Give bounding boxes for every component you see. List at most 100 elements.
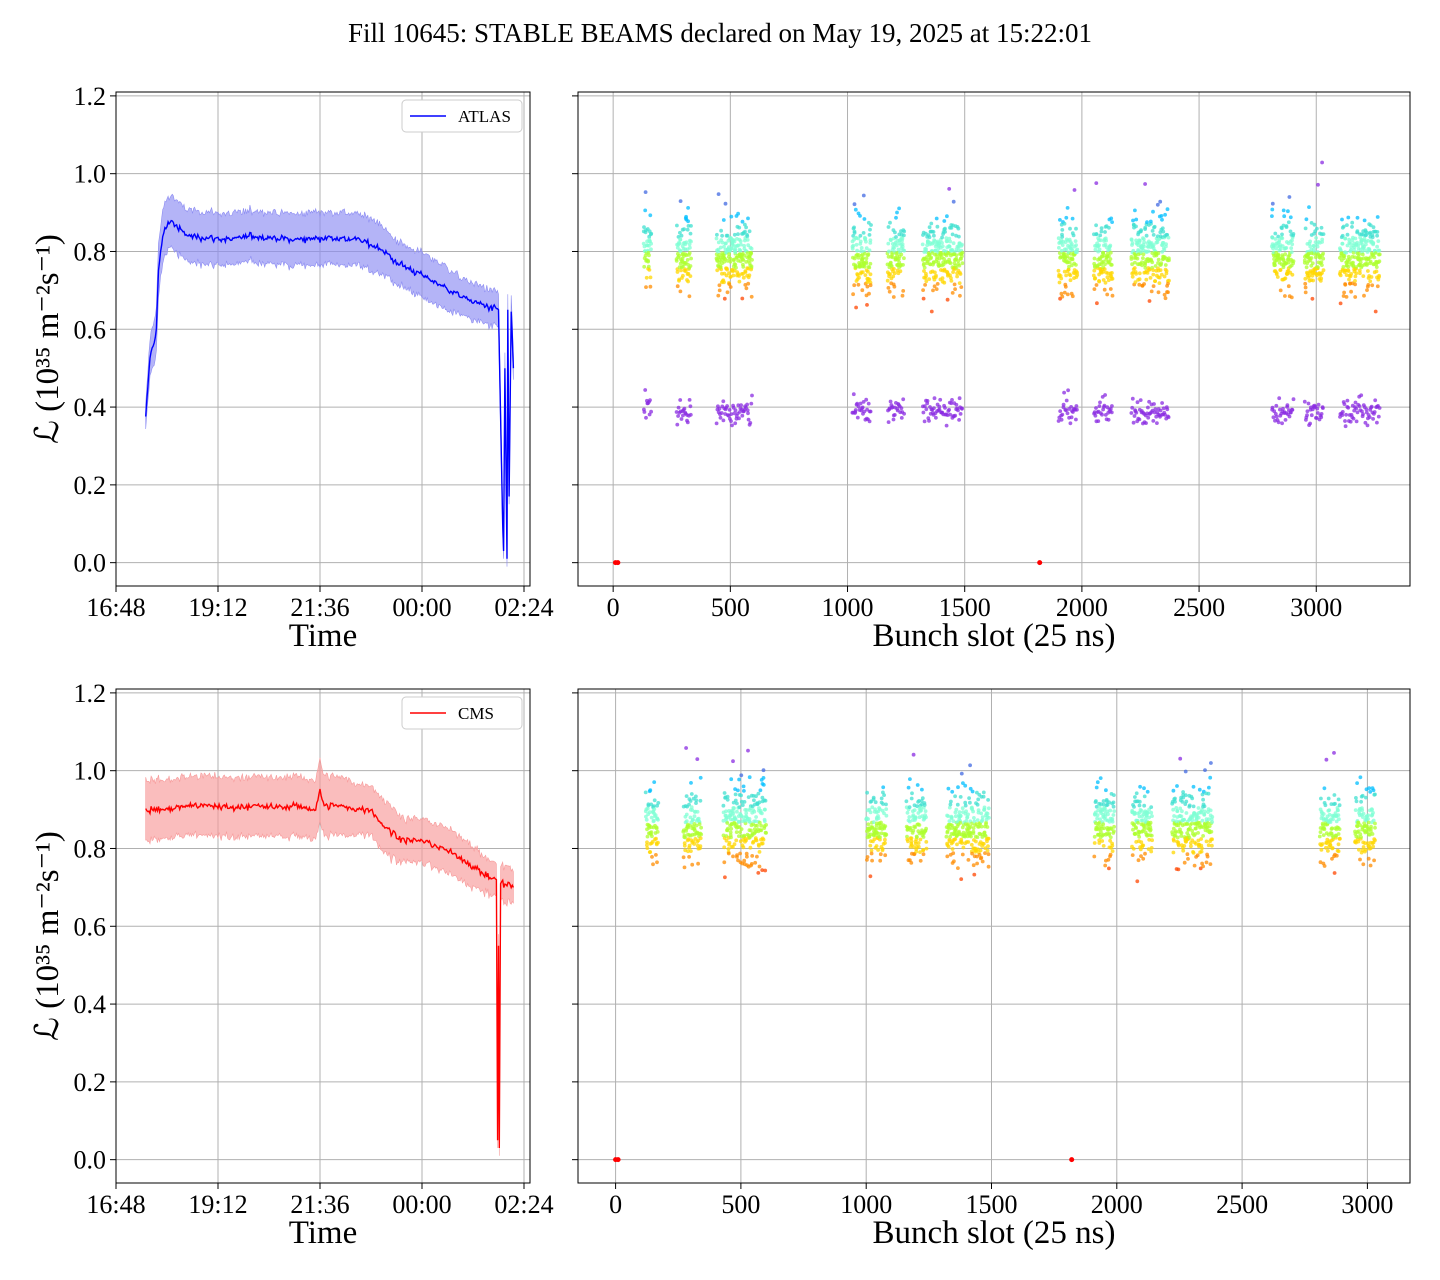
bunch-point [1146,405,1150,410]
bunch-point [717,406,722,411]
bunch-point [1141,856,1146,861]
bunch-point [872,837,877,842]
bunch-point [986,798,990,802]
bunch-point [1108,838,1112,843]
bunch-point [1376,239,1381,244]
bunch-point [644,814,648,819]
bunch-point [1130,405,1135,410]
bunch-point [1314,236,1318,240]
bunch-point [1278,407,1282,412]
bunch-point [975,802,980,807]
bunch-point [698,836,703,841]
bunch-point [754,794,758,799]
bunch-point [652,798,657,803]
bunch-point [1110,843,1115,848]
bunch-point [1186,857,1190,861]
bunch-point [1106,857,1111,862]
bunch-point [943,406,947,410]
bunch-point [886,254,891,259]
bunch-point [1068,273,1073,278]
bunch-point [1305,413,1309,418]
bunch-point [971,826,976,830]
bunch-point [761,837,766,842]
bunch-point [947,187,952,191]
bunch-point [731,845,735,849]
bunch-point [950,847,955,851]
bunch-point [915,835,919,839]
bunch-point [951,270,955,274]
bunch-point [1370,235,1375,240]
bunch-point [963,800,968,805]
bunch-point [874,844,879,848]
bunch-point [715,232,719,237]
bunch-point [1195,853,1200,858]
bunch-point [947,826,952,831]
y-tick-label: 0.2 [74,1068,107,1097]
bunch-point [1373,825,1377,830]
bunch-point [739,773,744,778]
bunch-point [742,800,747,804]
bunch-point [1310,296,1315,301]
bunch-point [1273,237,1278,241]
bunch-point [969,842,974,847]
bunch-point [1358,832,1363,836]
bunch-point [1175,784,1179,788]
bunch-point [1357,268,1362,273]
bunch-point [1368,223,1373,228]
bunch-point [854,242,859,247]
bunch-point [1150,260,1155,265]
bunch-point [1062,290,1067,295]
bunch-point [642,225,646,230]
bunch-point [1342,256,1346,261]
bunch-point [890,252,894,257]
bunch-point [1320,842,1325,846]
bunch-point [1134,224,1138,229]
bunch-point [684,812,689,817]
bunch-point [859,246,864,250]
bunch-point [687,294,692,299]
bunch-point [749,264,754,269]
bunch-point [971,863,976,868]
bunch-point [1347,257,1352,261]
bunch-point [966,822,970,827]
bunch-point [688,245,692,250]
bunch-point [1130,274,1135,279]
bunch-point [947,244,952,249]
bunch-point [1194,841,1198,846]
bunch-point [1210,815,1215,819]
bunch-point [739,793,743,798]
bunch-point [861,231,866,235]
bunch-point [868,272,873,277]
bunch-point [1129,237,1134,242]
bunch-point [1368,259,1373,264]
bunch-point [1278,268,1283,272]
bunch-point [739,403,743,407]
bunch-point [1133,825,1138,830]
bunch-point [1132,266,1137,270]
bunch-point [1155,202,1160,207]
bunch-point [1337,803,1342,808]
x-tick-label: 1500 [939,593,991,622]
bunch-point [1131,248,1136,253]
bunch-point [1182,817,1186,822]
bunch-point [959,285,964,289]
bunch-point [652,807,657,811]
bunch-point [688,412,693,417]
bunch-point [917,799,921,803]
bunch-point [975,818,980,822]
bunch-point [1307,273,1312,278]
bunch-point [1283,261,1288,265]
bunch-point [876,848,880,852]
bunch-point [932,396,937,401]
bunch-point [1346,269,1351,273]
bunch-point [688,264,693,268]
bunch-point [1165,207,1170,212]
bunch-point [1337,817,1341,822]
bunch-point [1351,416,1356,421]
legend-box [401,99,523,133]
bunch-point [1321,268,1326,273]
bunch-point [920,242,925,247]
x-tick-label: 19:12 [188,593,247,622]
bunch-point [1175,835,1180,840]
bunch-point [1103,806,1107,811]
